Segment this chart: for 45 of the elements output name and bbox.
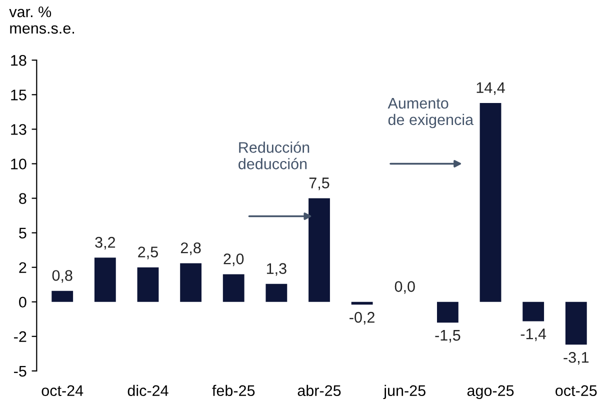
bar: [180, 263, 202, 302]
x-tick-label: dic-24: [128, 384, 168, 396]
data-label: -1,5: [435, 330, 460, 343]
y-tick-label: 15: [11, 90, 26, 100]
data-label: 0,8: [52, 270, 72, 283]
bar: [137, 267, 159, 302]
data-label: 2,8: [180, 242, 201, 256]
bar: [522, 302, 544, 322]
bar: [436, 302, 458, 323]
bar: [52, 290, 74, 302]
bar: [222, 274, 244, 302]
x-tick-label: oct-25: [556, 385, 597, 396]
data-label: 3,2: [95, 236, 116, 250]
bar: [351, 302, 373, 305]
y-tick-label: 0: [19, 296, 26, 308]
data-label: 7,5: [309, 178, 330, 190]
bar: [565, 302, 587, 345]
y-axis-title: var. % mens.s.e.: [9, 6, 74, 34]
data-label: -0,2: [350, 312, 374, 325]
annotation: Aumento de exigencia: [388, 98, 474, 128]
y-tick-label: 18: [11, 55, 26, 66]
data-label: 2,5: [138, 246, 158, 260]
data-label: 1,3: [266, 263, 286, 276]
bar: [480, 102, 502, 302]
data-label: 14,4: [476, 82, 505, 95]
data-label: -1,4: [520, 328, 546, 342]
data-label: 2,0: [224, 253, 244, 266]
y-tick-label: -5: [14, 366, 26, 377]
bar: [266, 284, 288, 302]
y-tick-label: 8: [19, 193, 26, 204]
y-tick-label: 13: [11, 124, 26, 135]
x-tick-label: feb-25: [212, 384, 255, 396]
y-tick-label: 10: [11, 158, 26, 170]
x-tick-label: ago-25: [467, 385, 514, 400]
x-tick-label: oct-24: [42, 385, 84, 396]
data-label: -3,1: [564, 352, 589, 365]
bar: [308, 198, 330, 302]
x-tick-label: abr-25: [298, 384, 341, 396]
y-tick-label: 5: [19, 228, 26, 238]
data-label: 0,0: [394, 281, 415, 294]
bar: [94, 258, 116, 302]
y-tick-label: -2: [14, 331, 26, 342]
x-tick-label: jun-25: [383, 384, 426, 400]
annotation: Reducción deducción: [238, 141, 310, 170]
y-tick-label: 2: [19, 262, 26, 273]
